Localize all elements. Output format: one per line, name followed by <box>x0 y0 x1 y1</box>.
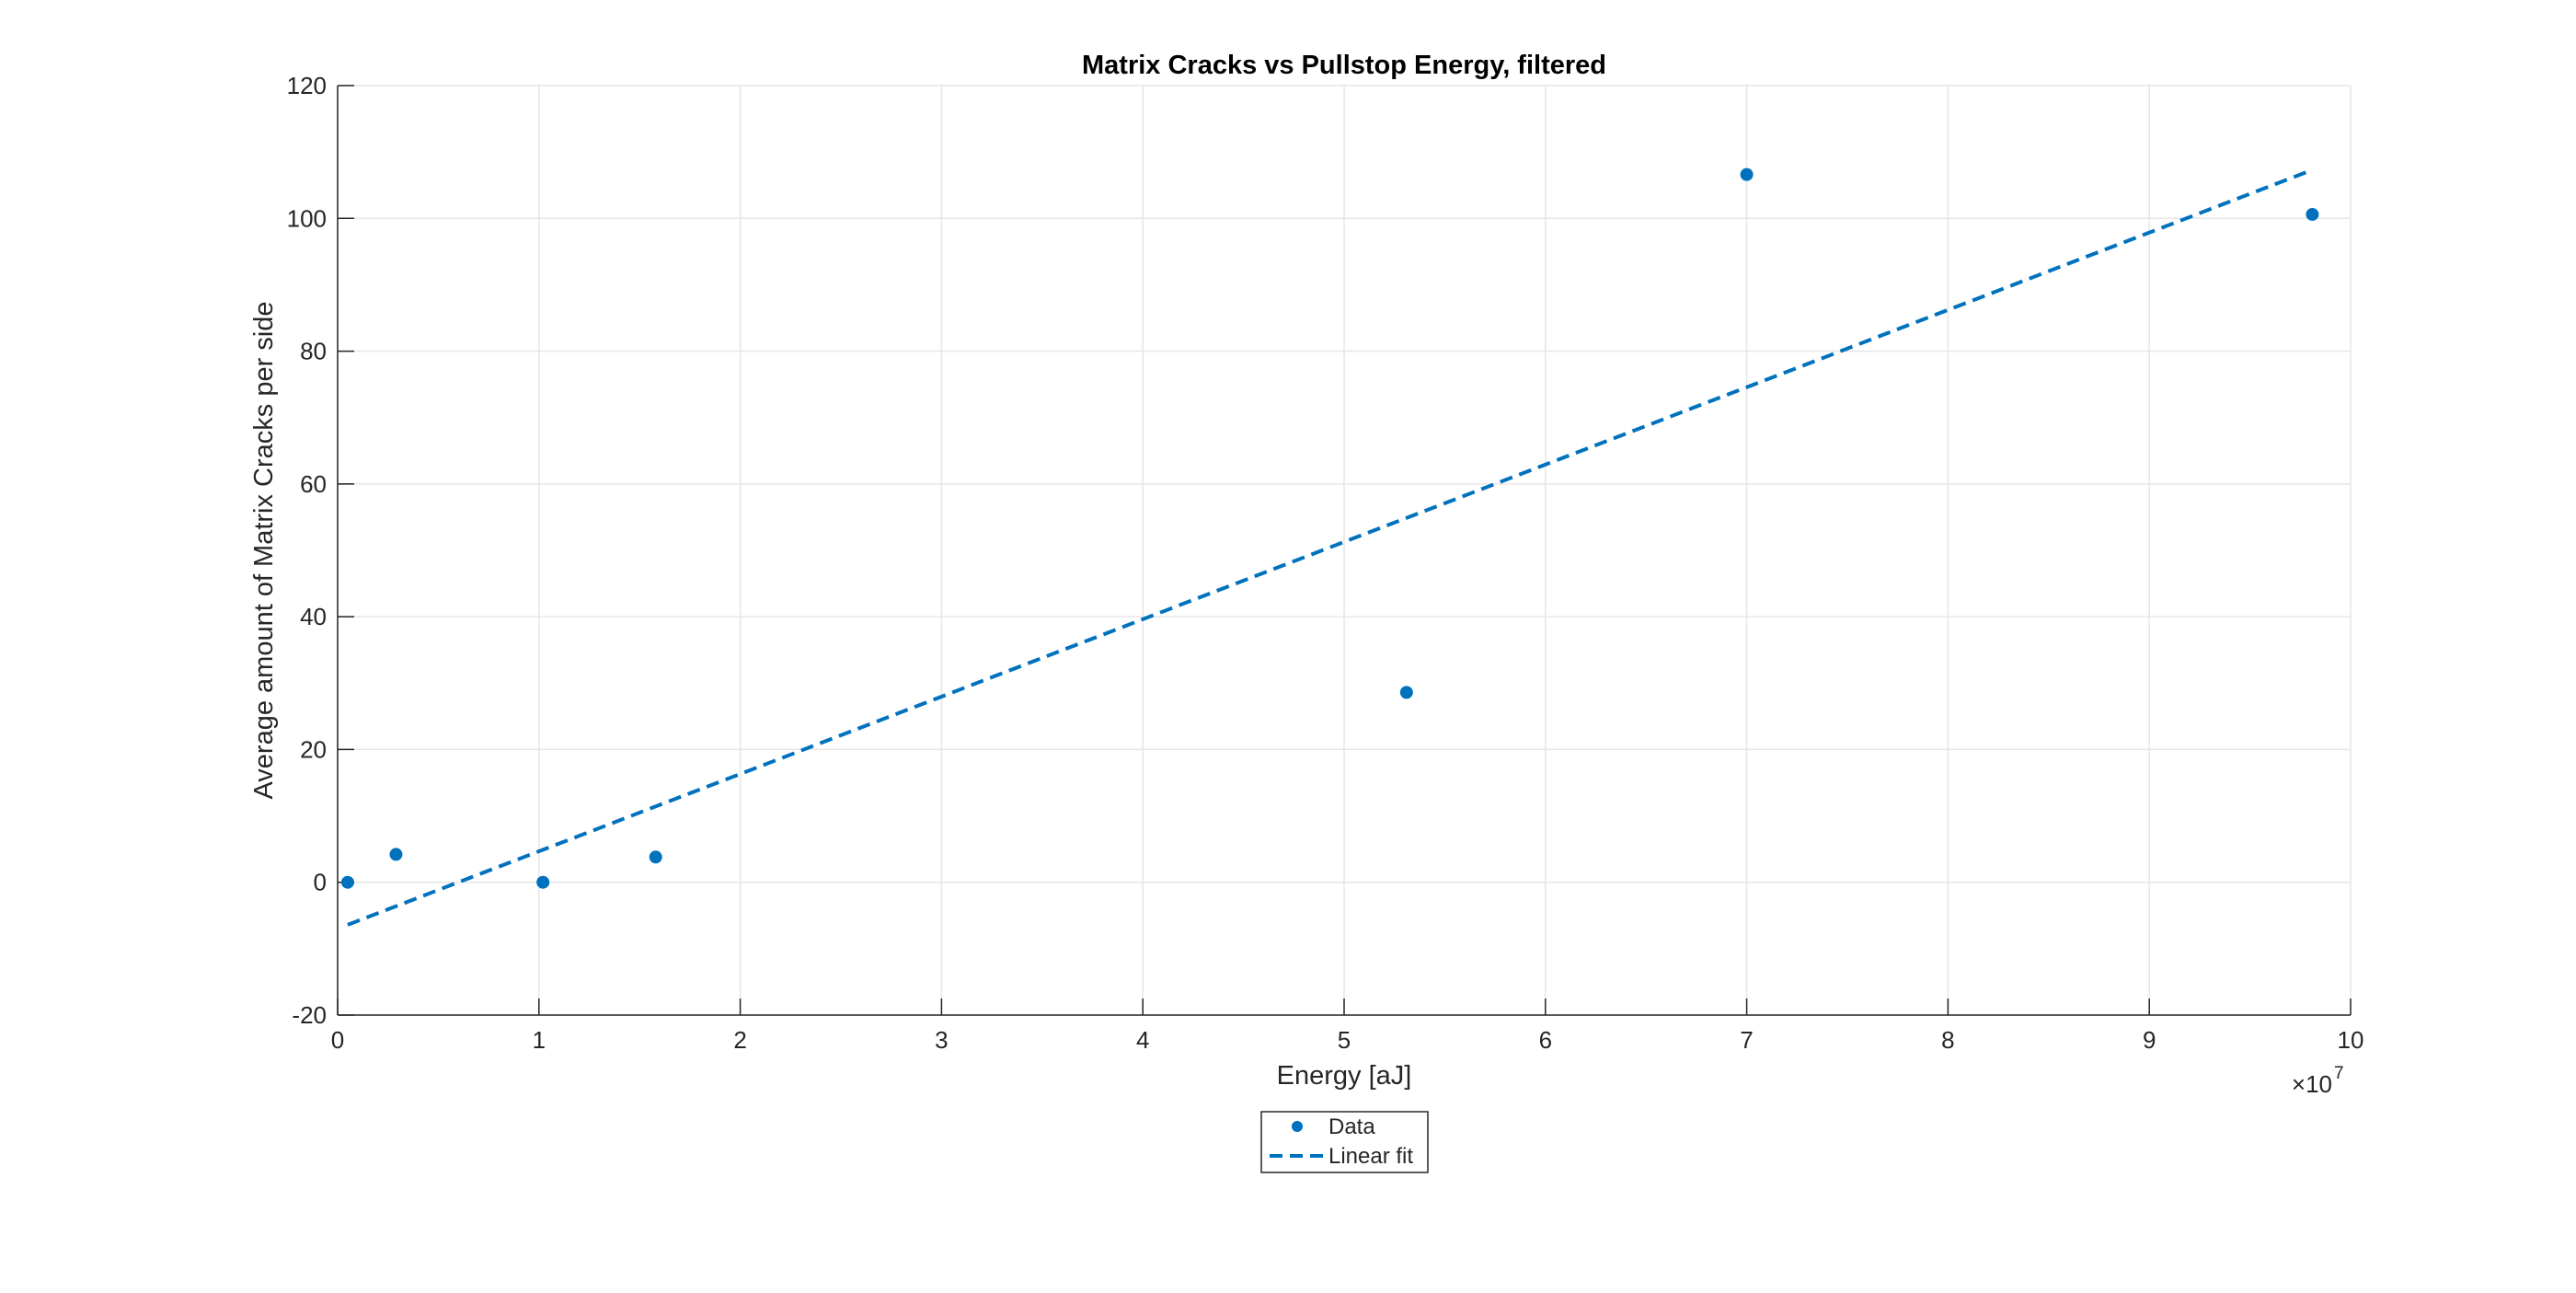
data-point-0 <box>340 875 354 889</box>
y-axis-label: Average amount of Matrix Cracks per side <box>249 301 279 799</box>
data-point-4 <box>1399 686 1413 699</box>
x-tick-label-10: 10 <box>2338 1026 2364 1054</box>
x-axis-exponent: ×10 7 <box>2292 1064 2344 1098</box>
y-tick-label-5: 80 <box>300 338 327 365</box>
data-point-6 <box>2306 207 2319 221</box>
y-tick-label-6: 100 <box>287 204 327 232</box>
legend: Data Linear fit <box>1260 1111 1429 1173</box>
x-tick-label-2: 2 <box>733 1026 746 1054</box>
y-tick-label-1: 0 <box>314 869 327 896</box>
chart-title: Matrix Cracks vs Pullstop Energy, filter… <box>1082 51 1606 80</box>
data-point-5 <box>1740 167 1754 181</box>
x-tick-label-5: 5 <box>1338 1026 1351 1054</box>
y-tick-label-3: 40 <box>300 603 327 630</box>
fit-line-layer <box>347 167 2314 927</box>
x-tick-label-6: 6 <box>1539 1026 1552 1054</box>
x-tick-label-1: 1 <box>533 1026 546 1054</box>
legend-label-data: Data <box>1328 1114 1375 1139</box>
legend-label-linear-fit: Linear fit <box>1328 1144 1413 1169</box>
x-axis-label: Energy [aJ] <box>1277 1061 1412 1091</box>
data-points-layer <box>340 167 2319 889</box>
x-tick-label-8: 8 <box>1941 1026 1954 1054</box>
y-tick-label-4: 60 <box>300 470 327 498</box>
legend-box <box>1260 1111 1429 1173</box>
x-tick-label-9: 9 <box>2143 1026 2156 1054</box>
x-exponent-base: ×10 <box>2292 1070 2332 1098</box>
data-point-1 <box>389 848 403 861</box>
y-tick-label-0: -20 <box>292 1001 327 1029</box>
x-tick-label-0: 0 <box>331 1026 344 1054</box>
legend-marker-data <box>1292 1121 1303 1132</box>
data-point-3 <box>649 850 662 864</box>
x-exponent-power: 7 <box>2334 1064 2344 1083</box>
data-point-2 <box>536 875 550 889</box>
x-tick-label-4: 4 <box>1136 1026 1149 1054</box>
y-tick-label-2: 20 <box>300 735 327 763</box>
x-tick-label-3: 3 <box>935 1026 948 1054</box>
x-tick-label-7: 7 <box>1740 1026 1753 1054</box>
y-tick-label-7: 120 <box>287 72 327 99</box>
linear-fit-line <box>347 167 2314 927</box>
